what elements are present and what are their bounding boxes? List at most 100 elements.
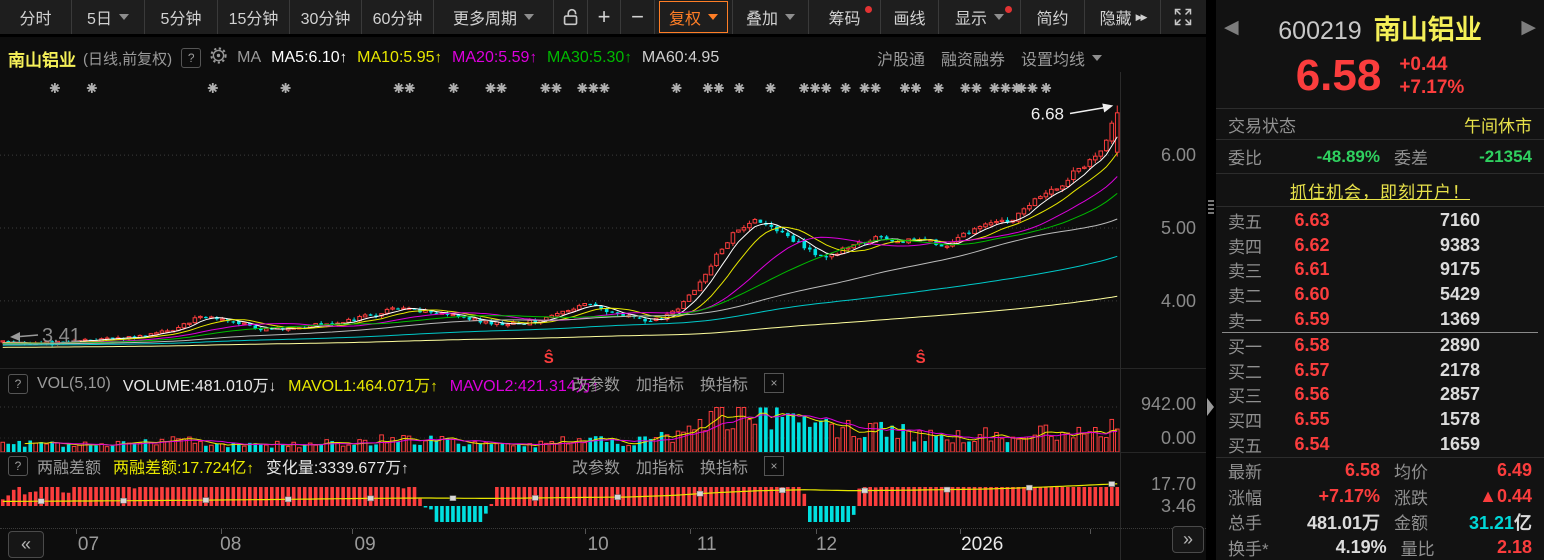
- sell-1-row[interactable]: 卖一 6.59 1369: [1228, 308, 1480, 331]
- volume-ratio-stat: 2.18: [1496, 536, 1532, 557]
- x-axis-label: 09: [354, 534, 376, 555]
- change-params-link[interactable]: 改参数: [571, 377, 620, 394]
- help-icon[interactable]: ?: [181, 48, 202, 68]
- x-axis-tick: [816, 529, 818, 534]
- buy-5-row[interactable]: 买五 6.54 1659: [1228, 433, 1480, 456]
- volume-pane-header: ? VOL(5,10) VOLUME:481.010万↓ MAVOL1:464.…: [8, 371, 599, 397]
- chevron-down-icon: [118, 14, 129, 20]
- x-axis-label: 11: [696, 534, 717, 555]
- sell-4-row[interactable]: 卖四 6.62 9383: [1228, 234, 1480, 257]
- period-button-30min[interactable]: 30分钟: [290, 0, 362, 34]
- expand-icon: [1174, 8, 1192, 26]
- open-account-link[interactable]: 抓住机会，即刻开户！: [1290, 182, 1470, 202]
- volume-value-label: VOLUME:481.010万↓: [122, 378, 277, 395]
- ma-settings-link[interactable]: 设置均线: [1021, 46, 1102, 70]
- chip-distribution-button[interactable]: 筹码: [809, 0, 881, 34]
- scroll-left-button[interactable]: «: [8, 531, 44, 558]
- gear-icon[interactable]: [210, 47, 227, 69]
- x-axis-tick: [351, 529, 353, 534]
- zoom-in-button[interactable]: +: [588, 0, 621, 34]
- stock-code: 600219: [1278, 16, 1362, 45]
- avg-price-stat: 6.49: [1496, 460, 1532, 481]
- next-stock-icon[interactable]: ▶: [1521, 16, 1536, 38]
- overlay-button[interactable]: 叠加: [733, 0, 809, 34]
- add-indicator-link[interactable]: 加指标: [635, 377, 684, 394]
- period-button-15min[interactable]: 15分钟: [218, 0, 290, 34]
- stock-name-label: 南山铝业: [8, 50, 76, 70]
- svg-text:Ŝ: Ŝ: [916, 349, 926, 367]
- candlestick-chart[interactable]: Ŝ Ŝ 6.68 3.41: [0, 72, 1120, 368]
- hk-connect-link[interactable]: 沪股通: [876, 52, 925, 69]
- x-axis-tick: [1089, 529, 1091, 534]
- main-chart-header: 南山铝业 (日线,前复权) ? MA MA5:6.10↑ MA10:5.95↑ …: [8, 45, 1198, 71]
- switch-indicator-link[interactable]: 换指标: [699, 377, 748, 394]
- margin-balance-chart[interactable]: [0, 479, 1120, 528]
- margin-change-label: 变化量:3339.677万↑: [265, 460, 409, 477]
- x-axis-tick: [584, 529, 586, 534]
- simple-mode-button[interactable]: 简约: [1021, 0, 1085, 34]
- stats-row: 涨幅 +7.17% 涨跌 ▲0.44: [1228, 485, 1532, 508]
- scroll-right-button[interactable]: »: [1172, 526, 1204, 553]
- zoom-out-button[interactable]: −: [621, 0, 655, 34]
- chevron-down-icon: [785, 14, 795, 20]
- double-right-arrow-icon: ▶▶: [1135, 11, 1148, 22]
- close-icon[interactable]: ×: [764, 373, 784, 393]
- y-axis-label: 0.00: [1160, 428, 1196, 448]
- period-button-5min[interactable]: 5分钟: [145, 0, 218, 34]
- period-button-60min[interactable]: 60分钟: [362, 0, 434, 34]
- stats-row: 换手* 4.19% 量比 2.18: [1228, 536, 1532, 559]
- change-stat: ▲0.44: [1479, 485, 1532, 506]
- switch-indicator-link[interactable]: 换指标: [699, 460, 748, 477]
- draw-line-button[interactable]: 画线: [881, 0, 939, 34]
- hide-button[interactable]: 隐藏 ▶▶: [1085, 0, 1161, 34]
- weibi-value: -48.89%: [1316, 146, 1380, 166]
- mavol2-label: MAVOL2:421.314万↑: [449, 378, 600, 395]
- chevron-down-icon: [994, 14, 1004, 20]
- promo-row: 抓住机会，即刻开户！: [1216, 174, 1544, 207]
- last-price: 6.58: [1295, 51, 1382, 100]
- fullscreen-button[interactable]: [1161, 0, 1205, 34]
- y-axis-label: 6.00: [1160, 145, 1196, 165]
- close-icon[interactable]: ×: [764, 456, 784, 476]
- margin-balance-label: 两融差额:17.724亿↑: [113, 460, 254, 477]
- margin-pane-header: ? 两融差额 两融差额:17.724亿↑ 变化量:3339.677万↑: [8, 454, 409, 478]
- buy-4-row[interactable]: 买四 6.55 1578: [1228, 408, 1480, 431]
- x-axis-tick: [959, 529, 961, 534]
- help-icon[interactable]: ?: [8, 456, 28, 476]
- buy-3-row[interactable]: 买三 6.56 2857: [1228, 384, 1480, 407]
- stats-row: 总手 481.01万 金额 31.21亿: [1216, 509, 1544, 535]
- margin-trading-link[interactable]: 融资融券: [940, 52, 1005, 69]
- sell-3-row[interactable]: 卖三 6.61 9175: [1228, 259, 1480, 282]
- help-icon[interactable]: ?: [8, 374, 28, 394]
- turnover-rate-stat: 4.19%: [1335, 536, 1387, 557]
- lock-button[interactable]: [554, 0, 588, 34]
- buy-2-row[interactable]: 买二 6.57 2178: [1228, 359, 1480, 382]
- sell-5-row[interactable]: 卖五 6.63 7160: [1228, 209, 1480, 232]
- x-axis-label: 07: [77, 534, 100, 555]
- add-indicator-link[interactable]: 加指标: [635, 460, 684, 477]
- volume-chart[interactable]: [0, 400, 1120, 452]
- ma30-label: MA30:5.30↑: [546, 49, 632, 66]
- prev-stock-icon[interactable]: ◀: [1224, 16, 1239, 38]
- weibi-label: 委比: [1228, 149, 1262, 168]
- period-button-timeshare[interactable]: 分时: [0, 0, 72, 34]
- buy-1-row[interactable]: 买一 6.58 2890: [1228, 334, 1480, 357]
- quote-panel: ◀ 600219 南山铝业 ▶ 6.58 +0.44 +7.17% 交易状态 午…: [1216, 0, 1544, 560]
- adjust-price-button[interactable]: 复权: [655, 0, 733, 34]
- x-axis-label: 2026: [961, 534, 1004, 555]
- period-button-5day[interactable]: 5日: [72, 0, 145, 34]
- trading-status-value: 午间休市: [1464, 116, 1532, 136]
- toolbar: 分时 5日 5分钟 15分钟 30分钟 60分钟 更多周期 + − 复权 叠加 …: [0, 0, 1208, 37]
- ma-prefix-label: MA: [237, 49, 262, 66]
- sell-2-row[interactable]: 卖二 6.60 5429: [1228, 283, 1480, 306]
- drag-grip-icon[interactable]: [1208, 200, 1214, 214]
- last-price-stat: 6.58: [1344, 460, 1380, 481]
- y-axis-label: 942.00: [1140, 394, 1196, 414]
- weicha-label: 委差: [1394, 149, 1428, 168]
- stock-name: 南山铝业: [1373, 14, 1482, 45]
- display-button[interactable]: 显示: [939, 0, 1021, 34]
- collapse-panel-arrow-icon[interactable]: [1207, 398, 1214, 416]
- more-periods-button[interactable]: 更多周期: [434, 0, 554, 34]
- change-params-link[interactable]: 改参数: [571, 460, 620, 477]
